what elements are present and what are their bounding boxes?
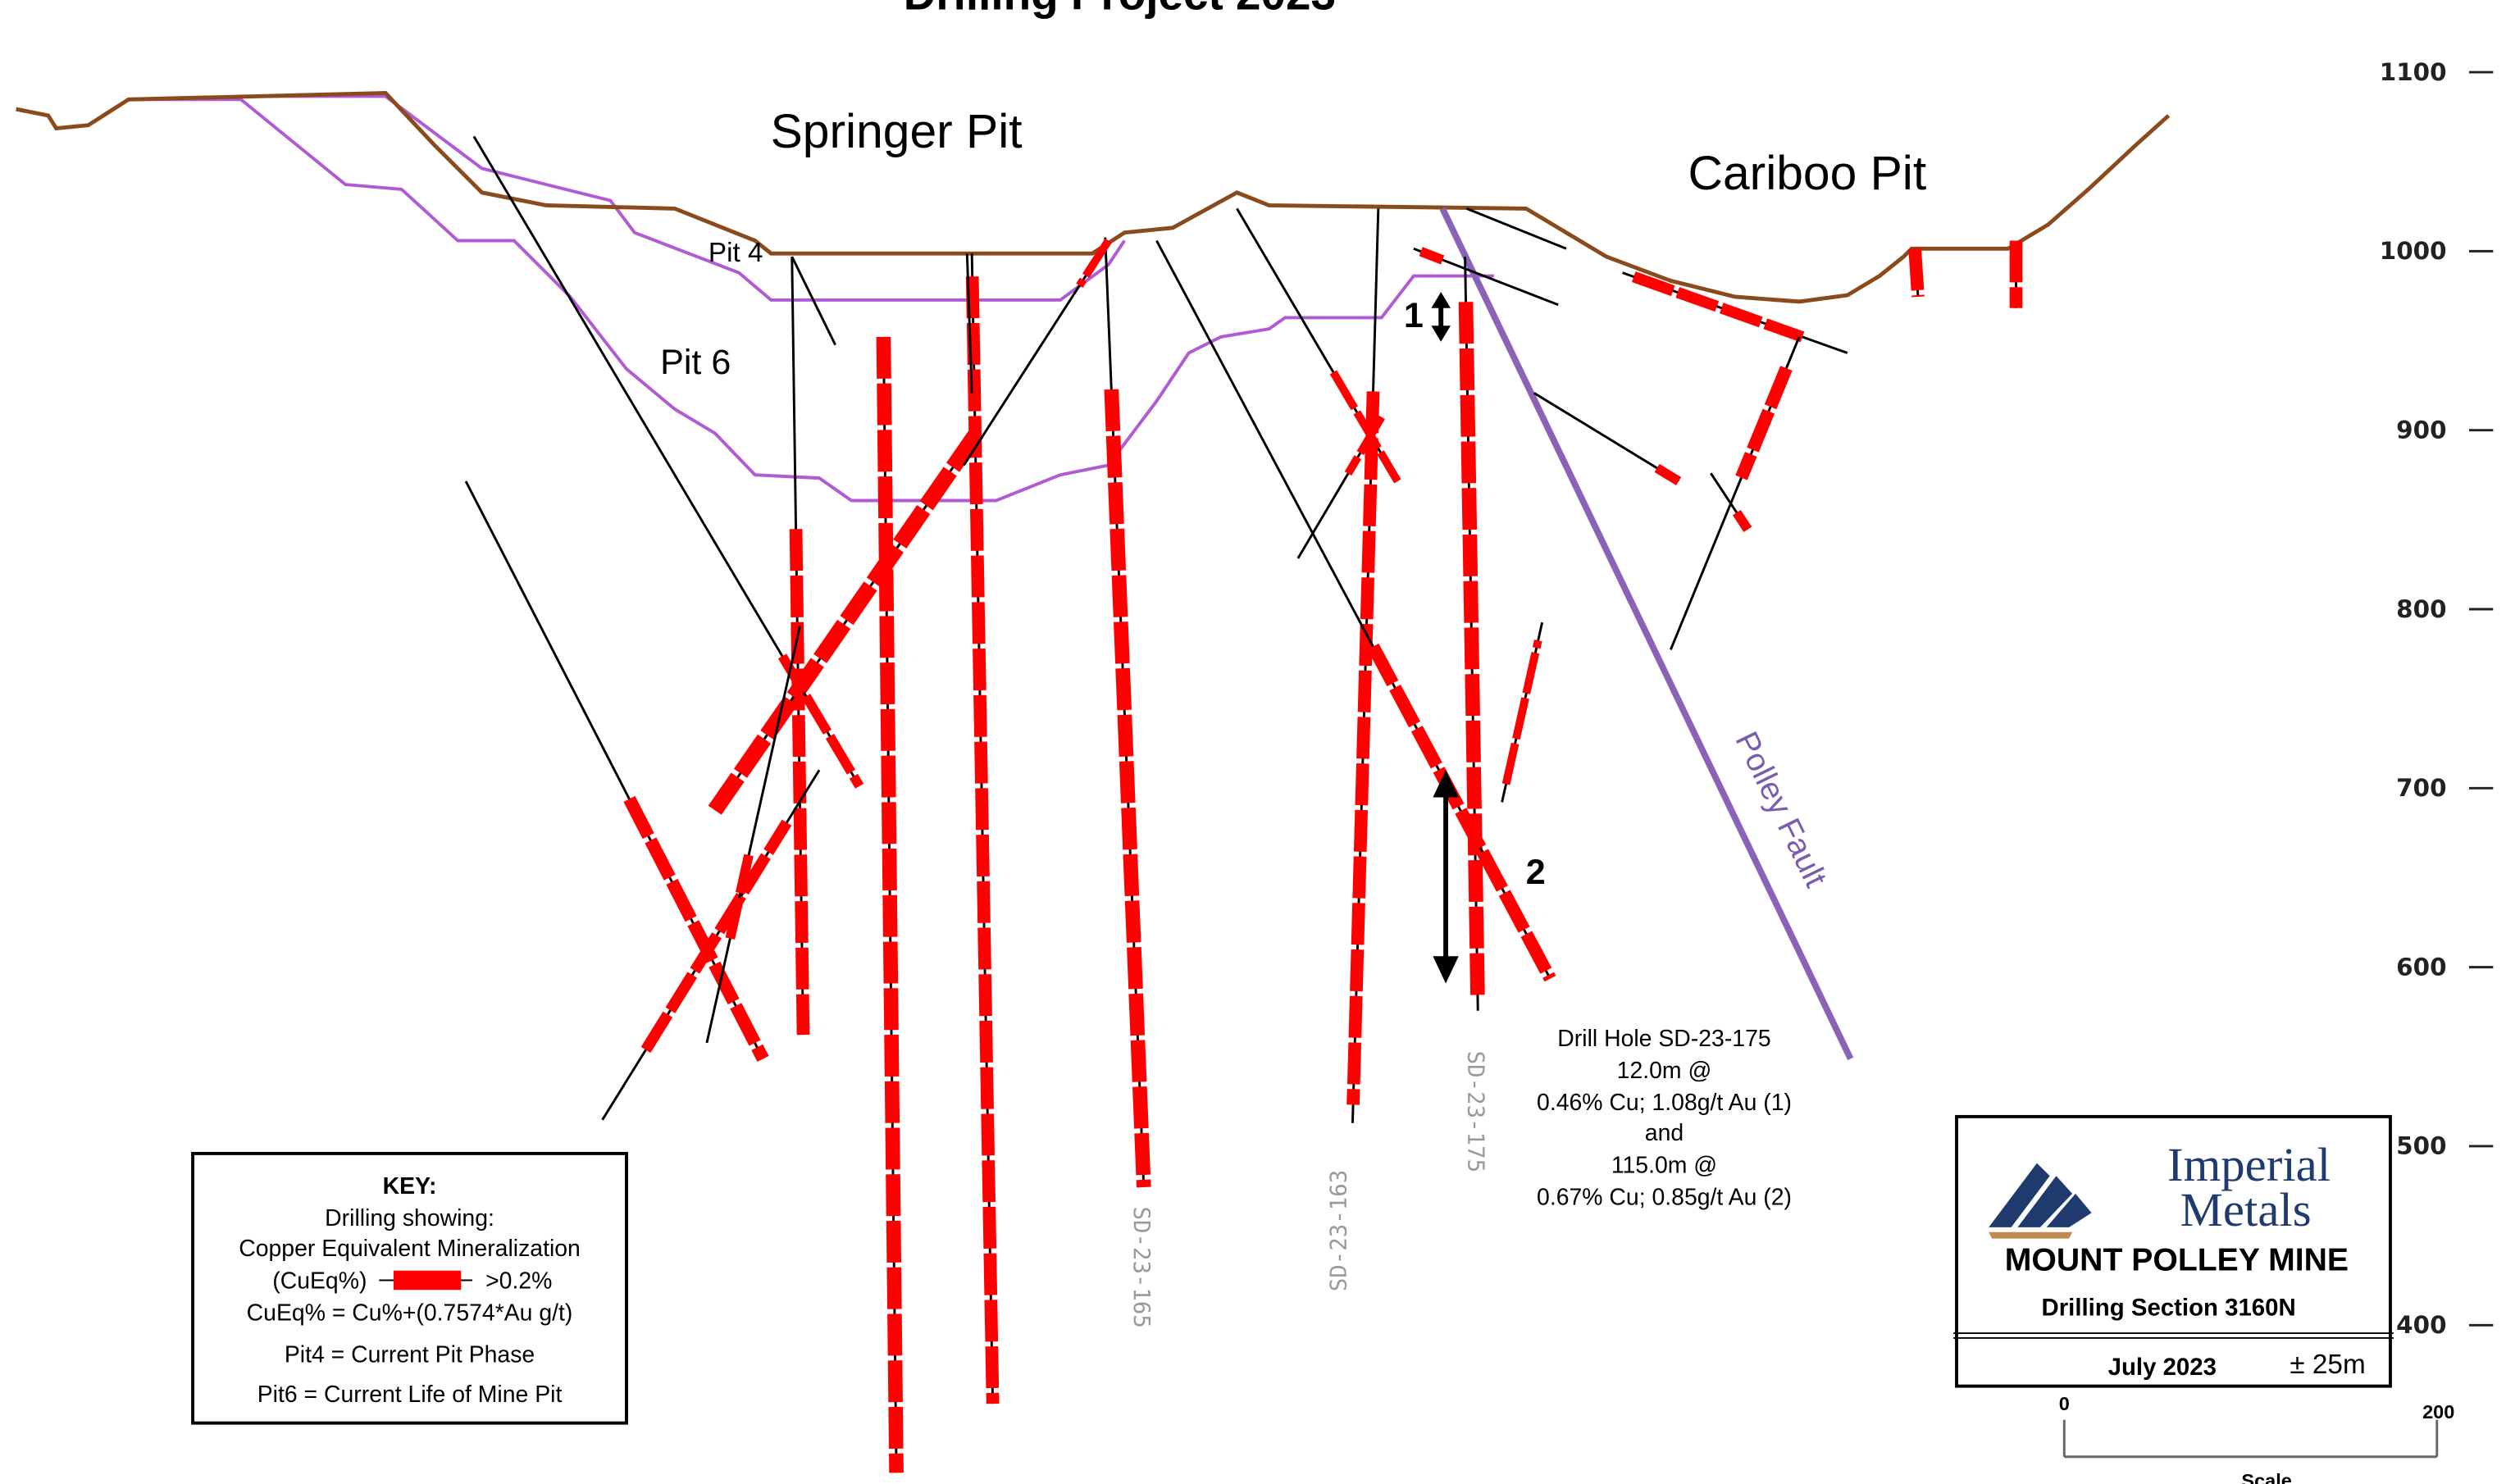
mineralized-interval (1104, 389, 1151, 1188)
hole-trace (464, 480, 764, 1060)
key-line: Pit4 = Current Pit Phase (285, 1341, 535, 1368)
key-line: (CuEq%) (272, 1268, 367, 1294)
elevation-label: 1100 (2380, 58, 2447, 86)
elevation-label: 400 (2396, 1311, 2446, 1339)
scale-label: Scale (2241, 1470, 2291, 1484)
marker: 1 (1404, 296, 1424, 335)
mineralized-interval (725, 854, 754, 940)
annotation-line: 12.0m @ (1617, 1058, 1712, 1084)
pit-name: Springer Pit (771, 105, 1023, 158)
elevation-label: 700 (2396, 774, 2446, 802)
title: Drilling Project 2023 (904, 0, 1336, 20)
hole-label: SD-23-165 (1128, 1206, 1154, 1327)
mineralized-interval (623, 795, 769, 1063)
annotation: Drill Hole SD-23-175 12.0m @ 0.46% Cu; 1… (1537, 1026, 1792, 1211)
elevation-label: 800 (2396, 595, 2446, 623)
mineralized-interval (1344, 415, 1385, 476)
mineralized-interval (1735, 366, 1793, 480)
pit-name: Cariboo Pit (1688, 147, 1927, 200)
mineralized-interval (789, 529, 810, 1036)
key-line: CuEq% = Cu%+(0.7574*Au g/t) (247, 1300, 573, 1326)
pit-label: Pit 6 (660, 343, 731, 382)
logo-mark (1989, 1163, 2092, 1239)
mineralized-interval (1346, 391, 1380, 1105)
mineralized-interval (708, 428, 984, 815)
title-block-frame (1955, 1114, 2392, 1388)
annotation-line: 0.67% Cu; 0.85g/t Au (2) (1537, 1185, 1792, 1211)
key-line: Copper Equivalent Mineralization (239, 1236, 581, 1262)
key-line: Drilling showing: (325, 1205, 494, 1231)
scale-bar (2062, 1419, 2439, 1459)
polley-fault (1439, 207, 1854, 1061)
mineralized-interval (1631, 271, 1805, 343)
logo-name: Metals (2180, 1183, 2312, 1236)
mineralized-interval (1908, 248, 1925, 298)
key-line: >0.2% (485, 1268, 552, 1294)
date: July 2023 (2108, 1354, 2217, 1381)
key-box: KEY: Drilling showing: Copper Equivalent… (191, 1151, 628, 1425)
marker: 2 (1526, 853, 1546, 892)
logo-name: Imperial (2167, 1138, 2331, 1191)
elevation-label: 1000 (2380, 237, 2447, 265)
title-block: Imperial Metals MOUNT POLLEY MINE Drilli… (1953, 1114, 2394, 1388)
fault-label: Polley Fault (1728, 726, 1833, 893)
mineralized-interval (1329, 370, 1401, 484)
key-line: Pit6 = Current Life of Mine Pit (257, 1382, 563, 1408)
annotation-line: 115.0m @ (1611, 1152, 1717, 1178)
mineralized-interval (1732, 509, 1752, 532)
mineralized-interval (640, 819, 792, 1054)
pit-label: Pit 4 (709, 238, 763, 268)
hole-trace (965, 253, 973, 394)
drill-holes (464, 135, 2023, 1473)
mineralized-interval (1076, 238, 1112, 288)
mineralized-interval (777, 653, 864, 789)
hole-label: SD-23-175 (1462, 1051, 1488, 1172)
mineralized-interval (965, 276, 1000, 1404)
section-name: Drilling Section 3160N (2042, 1295, 2296, 1322)
hole-trace (1465, 207, 1567, 250)
elevation-label: 600 (2396, 953, 2446, 981)
scale-tick: 0 (2059, 1393, 2070, 1414)
annotation-line: and (1645, 1120, 1684, 1146)
mineralized-interval (1367, 643, 1556, 982)
mineralized-interval (1654, 463, 1682, 486)
pit6-outline (136, 98, 1494, 503)
mineralized-interval (876, 336, 904, 1473)
hole-trace (1533, 392, 1679, 483)
interval-arrows (1431, 292, 1459, 984)
annotation-line: 0.46% Cu; 1.08g/t Au (1) (1537, 1090, 1792, 1116)
annotation-line: Drill Hole SD-23-175 (1557, 1026, 1770, 1052)
mine-name: MOUNT POLLEY MINE (2005, 1243, 2349, 1278)
elevation-label: 900 (2396, 416, 2446, 444)
hole-trace (705, 625, 802, 1044)
elevation-axis: 1100 1000 900 800 700 600 500 400 (2380, 58, 2494, 1339)
scale-tick: 200 (2422, 1401, 2454, 1423)
mineralized-interval (1501, 640, 1542, 785)
elevation-label: 500 (2396, 1132, 2446, 1160)
key-title: KEY: (383, 1173, 437, 1199)
accuracy: ± 25m (2290, 1350, 2365, 1380)
hole-trace (963, 239, 1109, 467)
key-swatch (393, 1270, 462, 1291)
mineralized-interval (1419, 247, 1445, 265)
hole-label: SD-23-163 (1327, 1170, 1352, 1291)
hole-trace (791, 256, 836, 346)
mineralized-interval (1458, 302, 1485, 996)
